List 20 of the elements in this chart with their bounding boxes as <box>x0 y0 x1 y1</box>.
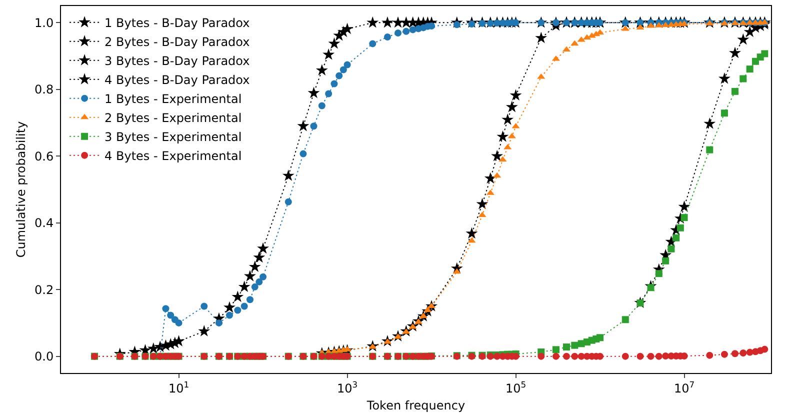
legend-label: 3 Bytes - B-Day Paradox <box>104 54 250 68</box>
y-tick-label: 0.6 <box>34 149 54 164</box>
y-tick-label: 1.0 <box>34 16 54 30</box>
x-axis-title: Token frequency <box>366 398 466 412</box>
x-tick-label: 10$^{7}$ <box>674 379 695 396</box>
y-tick-label: 0.4 <box>34 216 54 230</box>
legend-label: 4 Bytes - Experimental <box>104 149 242 164</box>
x-tick-label: 10$^{5}$ <box>505 379 526 396</box>
y-tick-label: 0.0 <box>34 350 54 364</box>
legend-label: 1 Bytes - B-Day Paradox <box>104 16 250 30</box>
x-tick-label: 10$^{3}$ <box>336 379 358 396</box>
legend-label: 4 Bytes - B-Day Paradox <box>104 73 250 88</box>
y-axis-title: Cumulative probability <box>14 121 28 258</box>
legend-label: 1 Bytes - Experimental <box>104 92 242 106</box>
y-tick-label: 0.2 <box>34 282 54 297</box>
legend-label: 2 Bytes - B-Day Paradox <box>104 35 250 50</box>
x-tick-label: 10$^{1}$ <box>168 379 190 396</box>
y-tick-label: 0.8 <box>34 82 54 97</box>
legend-label: 2 Bytes - Experimental <box>104 111 242 126</box>
legend-label: 3 Bytes - Experimental <box>104 130 242 144</box>
